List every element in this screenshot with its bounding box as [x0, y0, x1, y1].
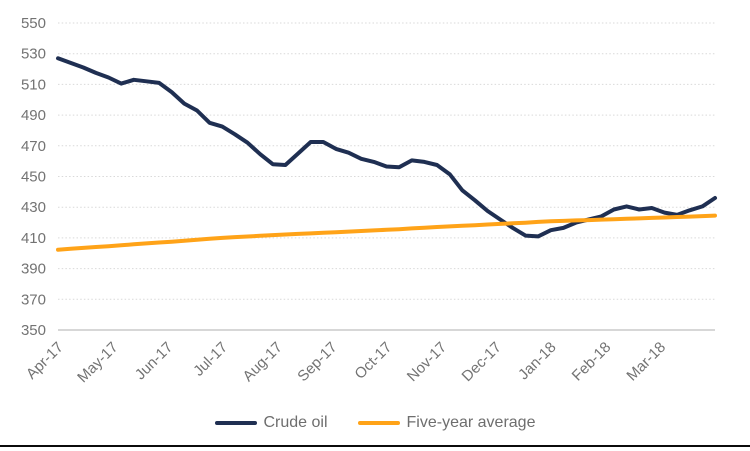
- y-tick-label: 550: [21, 15, 46, 32]
- x-tick-label: Feb-18: [569, 339, 615, 385]
- x-tick-label: Jan-18: [515, 339, 559, 383]
- five-year-average-swatch-icon: [357, 421, 400, 425]
- y-tick-label: 350: [21, 322, 46, 339]
- legend-label-crude-oil: Crude oil: [263, 414, 328, 431]
- x-tick-label: Apr-17: [23, 339, 67, 383]
- y-tick-label: 410: [21, 230, 46, 247]
- y-tick-label: 530: [21, 46, 46, 63]
- page-bottom-border: [0, 445, 750, 447]
- x-tick-label: Jun-17: [132, 339, 176, 383]
- crude-oil-line: [56, 56, 717, 239]
- y-tick-label: 470: [21, 138, 46, 155]
- x-tick-label: Nov-17: [404, 339, 450, 385]
- y-tick-label: 370: [21, 291, 46, 308]
- five-year-average-line: [56, 213, 717, 252]
- y-tick-label: 510: [21, 76, 46, 93]
- x-tick-label: Oct-17: [351, 339, 395, 383]
- y-tick-label: 450: [21, 169, 46, 186]
- x-tick-label: Dec-17: [459, 339, 505, 385]
- y-tick-label: 390: [21, 261, 46, 278]
- legend-item-crude-oil: Crude oil: [214, 414, 328, 431]
- x-tick-label: Sep-17: [294, 339, 340, 385]
- x-tick-label: Mar-18: [623, 339, 669, 385]
- legend-label-five-year-average: Five-year average: [406, 414, 536, 431]
- x-tick-label: Jul-17: [190, 339, 231, 380]
- y-tick-label: 490: [21, 107, 46, 124]
- legend-item-five-year-average: Five-year average: [357, 414, 536, 431]
- x-tick-label: Aug-17: [240, 339, 286, 385]
- y-tick-label: 430: [21, 199, 46, 216]
- crude-oil-swatch-icon: [214, 421, 257, 425]
- x-tick-label: May-17: [74, 339, 121, 386]
- chart-legend: Crude oil Five-year average: [0, 415, 750, 431]
